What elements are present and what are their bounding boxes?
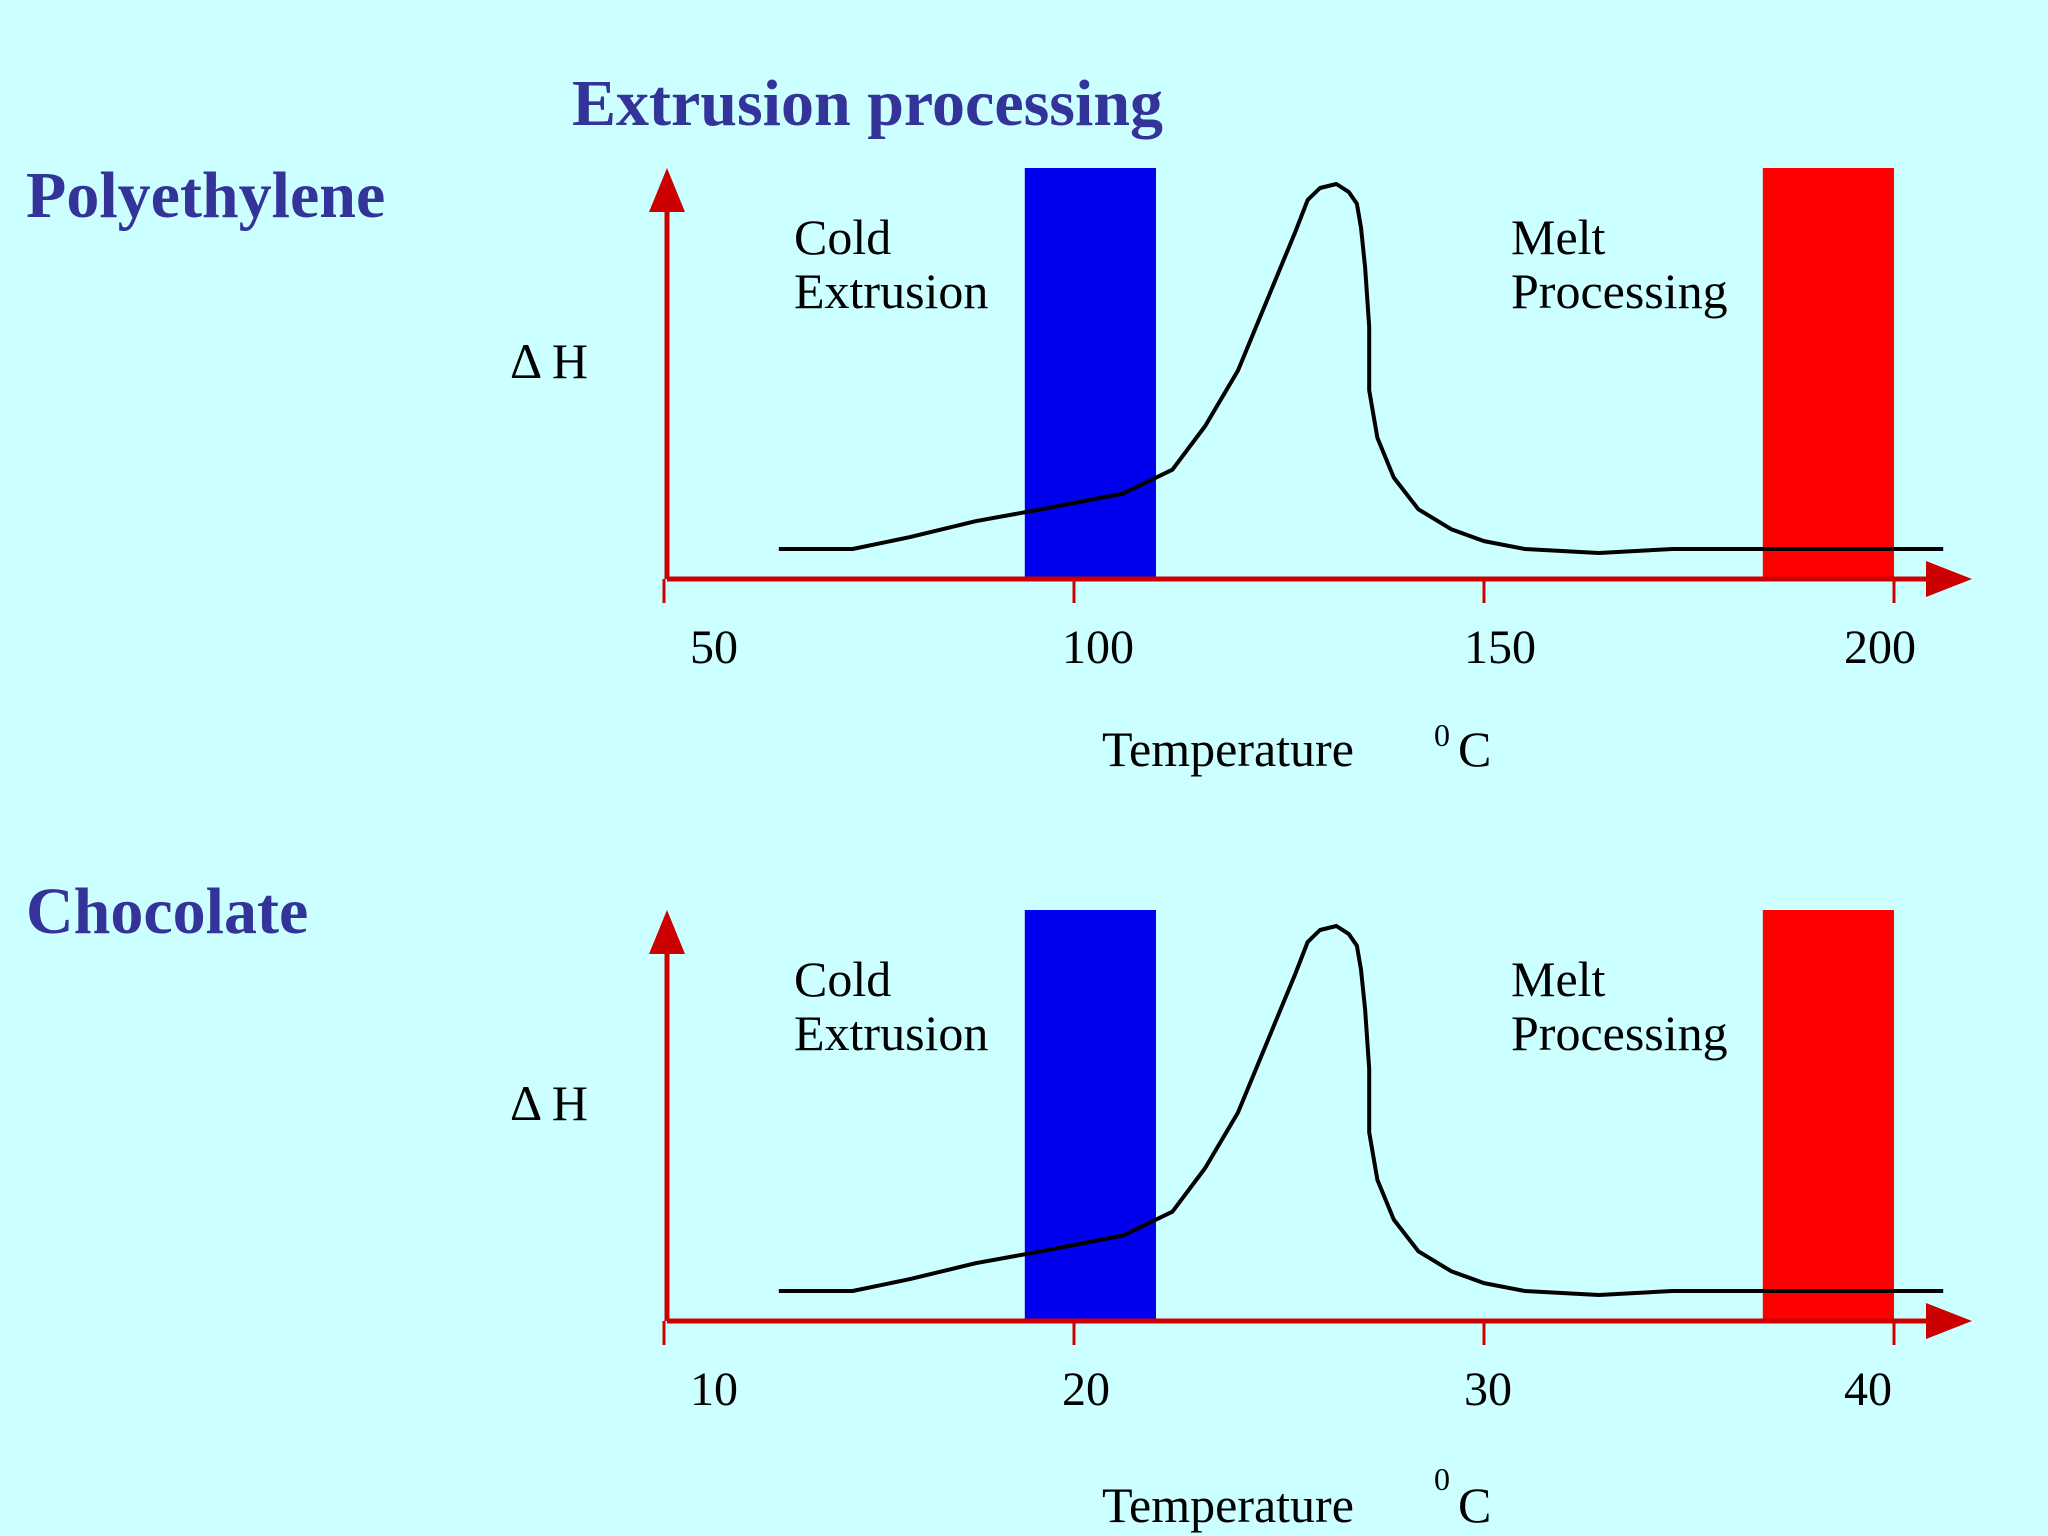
x-axis-label: Temperature xyxy=(1102,1477,1354,1533)
cold-region-label-line2: Extrusion xyxy=(794,1005,988,1061)
melt-processing-band xyxy=(1762,168,1894,579)
chocolate-chart: 10 20 30 40 Δ H Cold Extrusion Melt Process… xyxy=(510,910,1972,1533)
x-tick-label: 100 xyxy=(1062,621,1134,674)
x-axis-unit-superscript: 0 xyxy=(1434,717,1450,753)
melt-region-label-line1: Melt xyxy=(1511,951,1606,1007)
x-tick-label: 50 xyxy=(690,621,738,674)
melt-region-label-line2: Processing xyxy=(1511,263,1728,319)
x-axis-unit: C xyxy=(1458,721,1491,777)
x-axis-arrowhead xyxy=(1926,1303,1972,1339)
slide-title: Extrusion processing xyxy=(572,67,1164,140)
material-label-polyethylene: Polyethylene xyxy=(26,159,386,232)
polyethylene-chart: 50 100 150 200 Δ H Cold Extrusion Melt Proc… xyxy=(510,168,1972,777)
x-tick-label: 20 xyxy=(1062,1363,1110,1416)
melt-region-label-line1: Melt xyxy=(1511,209,1606,265)
cold-extrusion-band xyxy=(1024,168,1156,579)
dsc-curve xyxy=(778,924,1944,1297)
y-axis-label: Δ H xyxy=(510,333,588,389)
material-label-chocolate: Chocolate xyxy=(26,875,309,948)
y-axis-arrowhead xyxy=(649,910,685,954)
cold-region-label-line1: Cold xyxy=(794,209,891,265)
cold-extrusion-band xyxy=(1024,910,1156,1321)
x-tick-label: 10 xyxy=(690,1363,738,1416)
melt-processing-band xyxy=(1762,910,1894,1321)
x-axis-unit-superscript: 0 xyxy=(1434,1461,1450,1497)
melt-region-label-line2: Processing xyxy=(1511,1005,1728,1061)
x-axis-arrowhead xyxy=(1926,561,1972,597)
x-axis-label: Temperature xyxy=(1102,721,1354,777)
x-tick-label: 150 xyxy=(1464,621,1536,674)
cold-region-label-line1: Cold xyxy=(794,951,891,1007)
dsc-curve xyxy=(778,182,1944,555)
x-tick-label: 40 xyxy=(1844,1363,1892,1416)
x-axis-unit: C xyxy=(1458,1477,1491,1533)
y-axis-label: Δ H xyxy=(510,1075,588,1131)
y-axis-arrowhead xyxy=(649,168,685,212)
cold-region-label-line2: Extrusion xyxy=(794,263,988,319)
x-tick-label: 30 xyxy=(1464,1363,1512,1416)
x-tick-label: 200 xyxy=(1844,621,1916,674)
